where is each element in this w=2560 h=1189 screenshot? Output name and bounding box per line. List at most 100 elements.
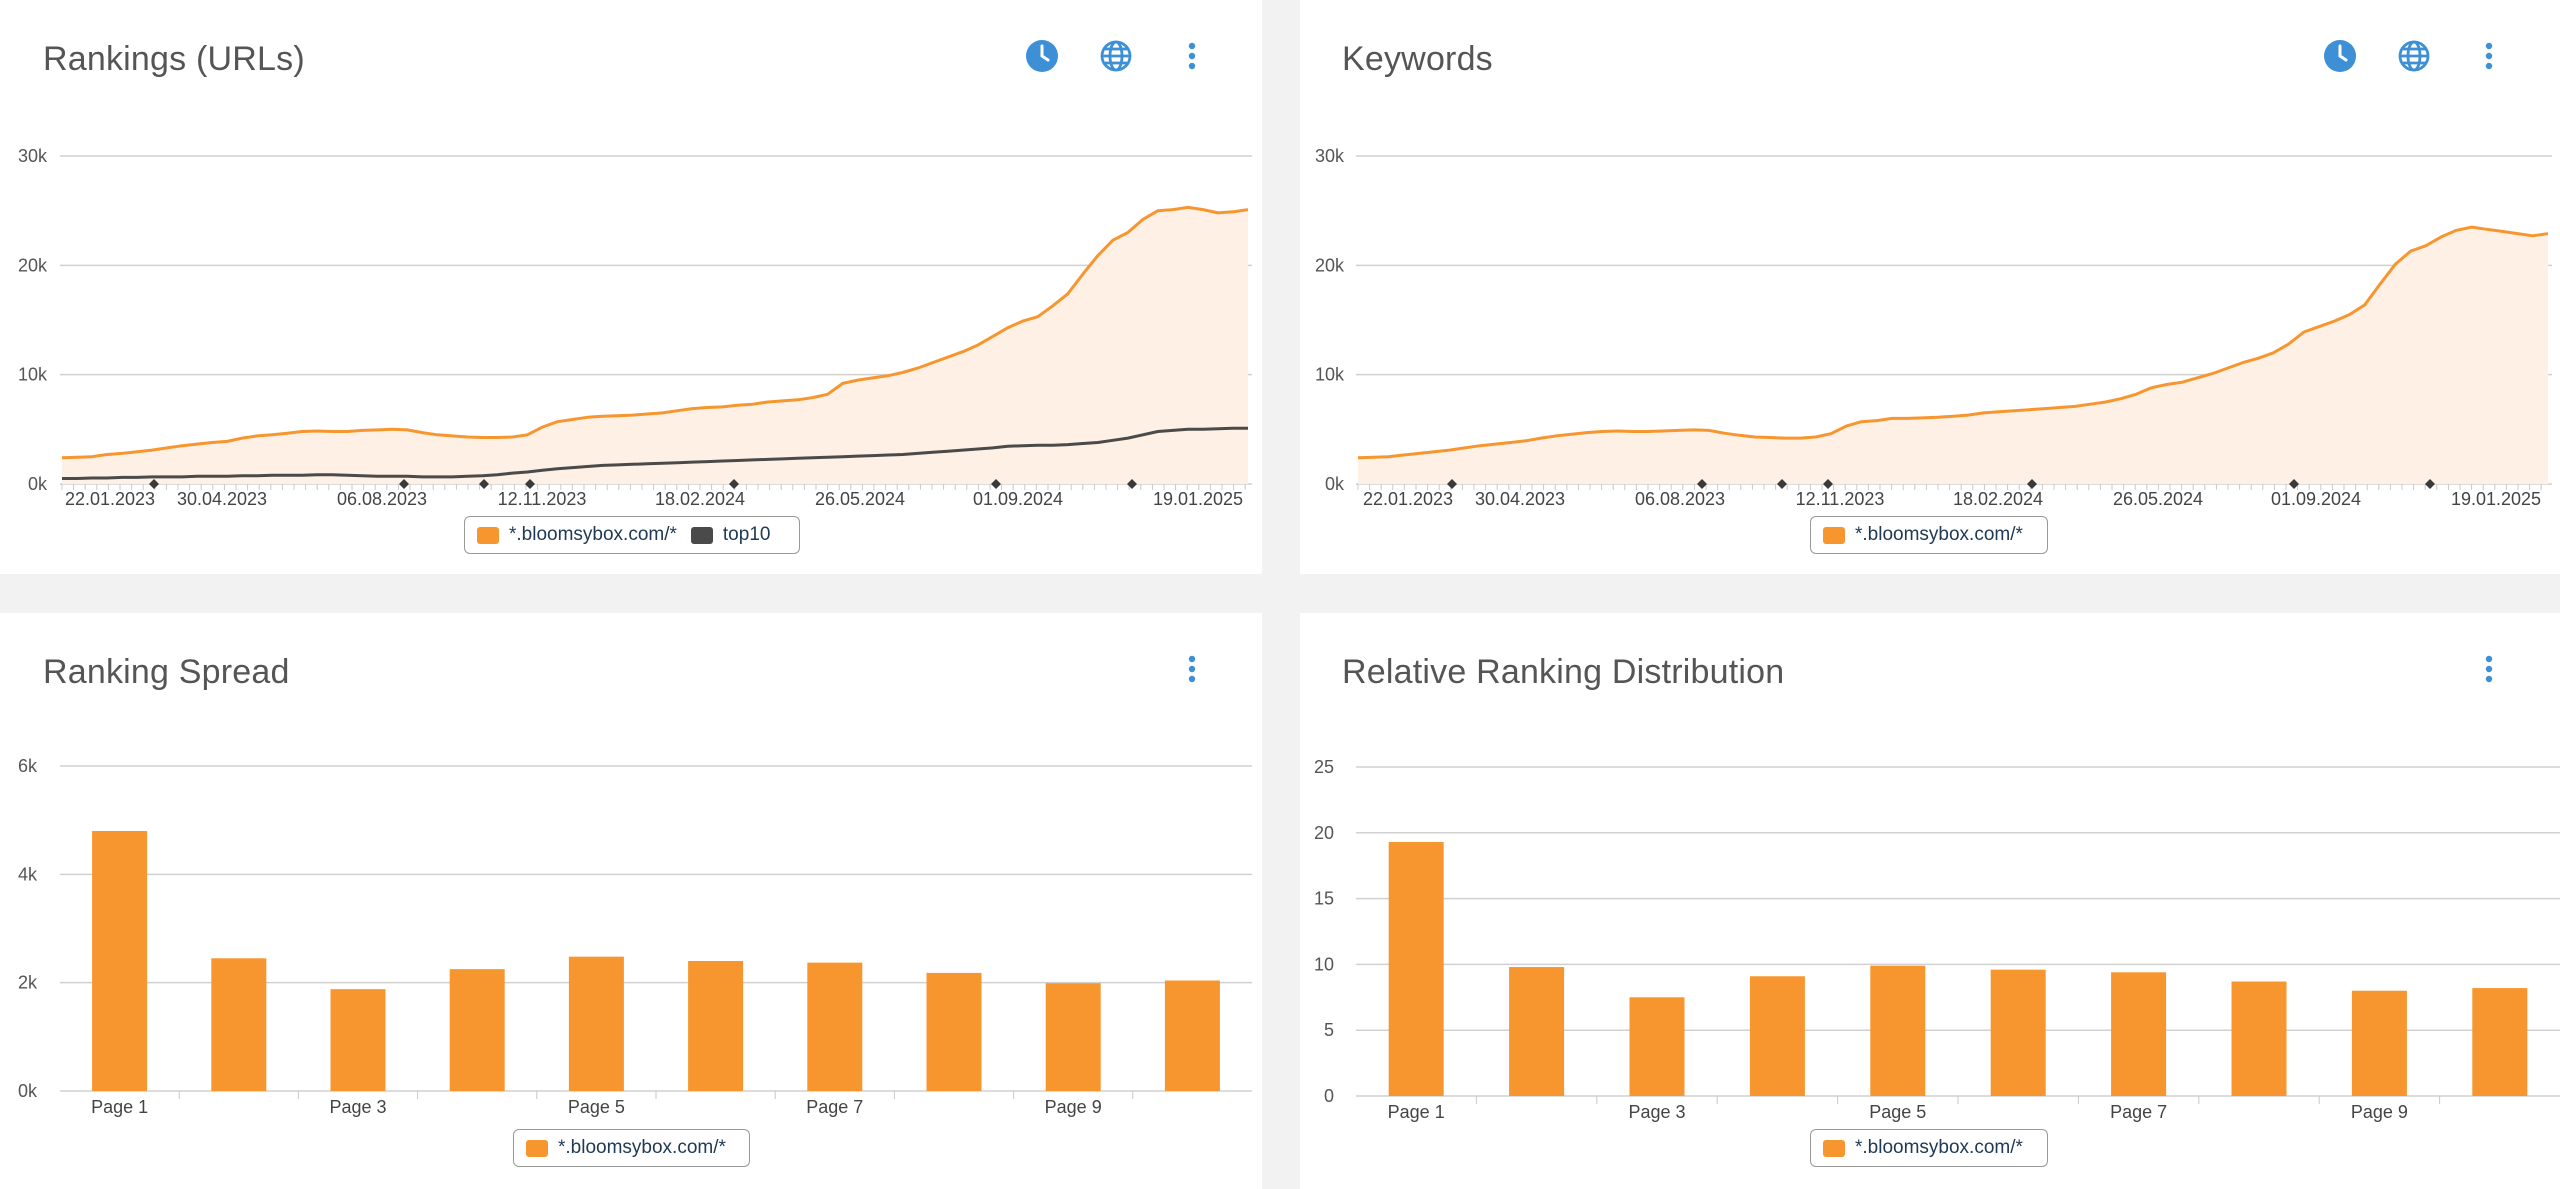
legend-label: *.bloomsybox.com/* [1855,524,2023,545]
keywords-title: Keywords [1342,40,1493,78]
x-tick-label: Page 7 [2110,1102,2167,1122]
x-tick-label: Page 1 [1388,1102,1445,1122]
y-tick-label: 30k [18,146,48,166]
globe-icon[interactable] [1098,38,1134,74]
rankings-title: Rankings (URLs) [43,40,305,78]
y-tick-label: 6k [18,756,38,776]
event-marker [991,479,1001,489]
bar-page-9 [2351,990,2407,1096]
bar-page-6 [1990,969,2046,1096]
bar-page-10 [1164,980,1220,1091]
bar-page-1 [1388,842,1444,1096]
bar-page-4 [449,969,505,1091]
y-tick-label: 0k [28,474,48,494]
bar-page-8 [2231,981,2287,1096]
keywords-legend: *.bloomsybox.com/* [1810,516,2048,554]
series-area-bloomsybox [62,207,1248,484]
x-tick-label: Page 7 [806,1097,863,1117]
clock-icon[interactable] [1024,38,1060,74]
bar-page-7 [2111,972,2167,1096]
legend-item-bloomsybox[interactable]: *.bloomsybox.com/* [526,1137,726,1159]
more-vertical-icon[interactable] [2471,38,2507,74]
spread-legend: *.bloomsybox.com/* [513,1129,750,1167]
globe-icon[interactable] [2396,38,2432,74]
more-vertical-icon[interactable] [2471,651,2507,687]
y-tick-label: 2k [18,973,38,993]
x-tick-label: 22.01.2023 [1363,489,1453,509]
legend-label: *.bloomsybox.com/* [509,524,677,545]
event-marker [1777,479,1787,489]
distribution-chart: 0 5 10 15 20 25 Page 1 Page 3 Page 5 Page 7 Page 9 [1314,757,2560,1122]
spread-chart: 0k 2k 4k 6k Page 1 Page 3 Page 5 Page 7 Page 9 [18,756,1252,1117]
event-marker [1823,479,1833,489]
y-tick-label: 4k [18,864,38,884]
x-tick-label: 19.01.2025 [1153,489,1243,509]
series-line-bloomsybox [61,205,1249,460]
distribution-legend: *.bloomsybox.com/* [1810,1129,2048,1167]
bar-page-8 [926,972,982,1091]
event-marker [399,479,409,489]
rankings-panel: Rankings (URLs) 0k 10k 20k 30k 22.01.2023 30.… [0,0,1262,574]
event-marker [1447,479,1457,489]
x-tick-label: 06.08.2023 [337,489,427,509]
y-tick-label: 15 [1314,889,1334,909]
x-tick-label: 19.01.2025 [2451,489,2541,509]
bar-page-7 [807,962,863,1091]
y-tick-label: 0k [1325,474,1345,494]
bar-page-9 [1045,983,1101,1091]
x-tick-label: 30.04.2023 [177,489,267,509]
x-tick-label: Page 9 [1045,1097,1102,1117]
x-tick-label: 01.09.2024 [2271,489,2361,509]
y-tick-label: 10k [18,365,48,385]
event-marker [1127,479,1137,489]
clock-icon[interactable] [2322,38,2358,74]
more-vertical-icon[interactable] [1174,38,1210,74]
legend-item-top10[interactable]: top10 [690,524,771,546]
bar-page-4 [1749,976,1805,1096]
bar-page-3 [330,989,386,1091]
legend-swatch [1823,1139,1845,1157]
y-tick-label: 20k [18,255,48,275]
series-area-bloomsybox [1358,227,2548,484]
bar-page-3 [1629,997,1685,1096]
event-marker [479,479,489,489]
x-tick-label: Page 1 [91,1097,148,1117]
x-tick-label: Page 3 [1628,1102,1685,1122]
y-tick-label: 5 [1324,1020,1334,1040]
legend-item-bloomsybox[interactable]: *.bloomsybox.com/* [1823,1137,2023,1159]
legend-swatch [477,526,499,544]
legend-swatch [1823,526,1845,544]
legend-item-bloomsybox[interactable]: *.bloomsybox.com/* [477,524,677,546]
x-tick-label: 30.04.2023 [1475,489,1565,509]
event-marker [2027,479,2037,489]
distribution-title: Relative Ranking Distribution [1342,653,1785,691]
more-vertical-icon[interactable] [1174,651,1210,687]
x-tick-label: Page 3 [329,1097,386,1117]
event-marker [2425,479,2435,489]
keywords-panel: Keywords 0k 10k 20k 30k 22.01.2023 30.04.2023… [1300,0,2560,574]
y-tick-label: 25 [1314,757,1334,777]
rankings-legend: *.bloomsybox.com/* top10 [464,516,800,554]
y-tick-label: 10 [1314,954,1334,974]
x-tick-label: 26.05.2024 [815,489,905,509]
x-tick-label: Page 5 [1869,1102,1926,1122]
x-tick-label: 12.11.2023 [1796,489,1885,509]
y-tick-label: 30k [1315,146,1345,166]
legend-label: top10 [722,524,771,545]
bar-page-2 [211,958,267,1091]
event-marker [2289,479,2299,489]
bar-page-1 [92,831,148,1091]
keywords-chart: 0k 10k 20k 30k 22.01.2023 30.04.2023 06.08.202… [1315,146,2552,509]
event-marker [1697,479,1707,489]
x-tick-label: 22.01.2023 [65,489,155,509]
x-tick-label: 12.11.2023 [498,489,587,509]
x-tick-label: 26.05.2024 [2113,489,2203,509]
x-tick-label: 18.02.2024 [655,489,745,509]
event-marker [525,479,535,489]
legend-item-bloomsybox[interactable]: *.bloomsybox.com/* [1823,524,2023,546]
series-line-bloomsybox [1357,225,2549,460]
x-tick-label: 06.08.2023 [1635,489,1725,509]
bar-page-2 [1509,967,1565,1096]
x-tick-label: 01.09.2024 [973,489,1063,509]
x-tick-label: 18.02.2024 [1953,489,2043,509]
